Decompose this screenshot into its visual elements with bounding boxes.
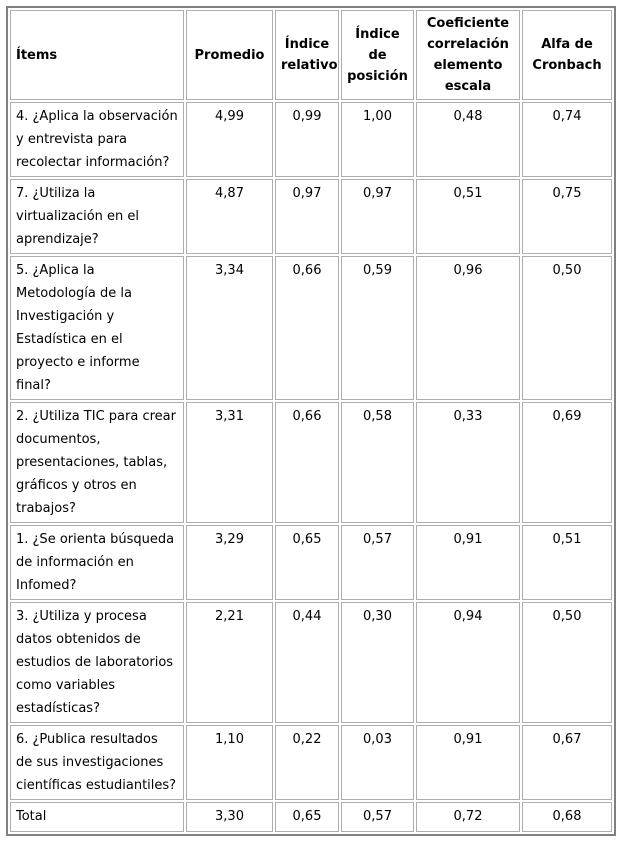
total-value: 0,72 <box>416 802 520 832</box>
cell-value: 0,66 <box>275 402 339 523</box>
item-text: 2. ¿Utiliza TIC para crear documentos, p… <box>10 402 184 523</box>
cell-value: 0,66 <box>275 256 339 400</box>
item-statistics-table: Ítems Promedio Índice relativo Índice de… <box>6 6 616 836</box>
cell-value: 3,31 <box>186 402 273 523</box>
table-row: 4. ¿Aplica la observación y entrevista p… <box>10 102 612 177</box>
cell-value: 0,97 <box>275 179 339 254</box>
table-row: 3. ¿Utiliza y procesa datos obtenidos de… <box>10 602 612 723</box>
cell-value: 0,74 <box>522 102 612 177</box>
total-row: Total 3,30 0,65 0,57 0,72 0,68 <box>10 802 612 832</box>
column-header-alfa-cronbach: Alfa de Cronbach <box>522 10 612 100</box>
cell-value: 0,30 <box>341 602 414 723</box>
cell-value: 0,65 <box>275 525 339 600</box>
cell-value: 0,51 <box>522 525 612 600</box>
cell-value: 0,50 <box>522 602 612 723</box>
cell-value: 0,57 <box>341 525 414 600</box>
cell-value: 0,97 <box>341 179 414 254</box>
total-value: 3,30 <box>186 802 273 832</box>
cell-value: 0,96 <box>416 256 520 400</box>
cell-value: 4,99 <box>186 102 273 177</box>
item-text: 5. ¿Aplica la Metodología de la Investig… <box>10 256 184 400</box>
cell-value: 3,29 <box>186 525 273 600</box>
column-header-coeficiente-correlacion: Coeficiente correlación elemento escala <box>416 10 520 100</box>
table-row: 7. ¿Utiliza la virtualización en el apre… <box>10 179 612 254</box>
column-header-items: Ítems <box>10 10 184 100</box>
table-row: 1. ¿Se orienta búsqueda de información e… <box>10 525 612 600</box>
cell-value: 0,33 <box>416 402 520 523</box>
cell-value: 4,87 <box>186 179 273 254</box>
cell-value: 0,91 <box>416 725 520 800</box>
total-value: 0,57 <box>341 802 414 832</box>
item-text: 4. ¿Aplica la observación y entrevista p… <box>10 102 184 177</box>
cell-value: 0,75 <box>522 179 612 254</box>
column-header-promedio: Promedio <box>186 10 273 100</box>
cell-value: 0,51 <box>416 179 520 254</box>
cell-value: 0,94 <box>416 602 520 723</box>
cell-value: 2,21 <box>186 602 273 723</box>
cell-value: 0,99 <box>275 102 339 177</box>
cell-value: 3,34 <box>186 256 273 400</box>
header-row: Ítems Promedio Índice relativo Índice de… <box>10 10 612 100</box>
table-row: 6. ¿Publica resultados de sus investigac… <box>10 725 612 800</box>
table-row: 5. ¿Aplica la Metodología de la Investig… <box>10 256 612 400</box>
cell-value: 1,00 <box>341 102 414 177</box>
item-text: 7. ¿Utiliza la virtualización en el apre… <box>10 179 184 254</box>
cell-value: 0,44 <box>275 602 339 723</box>
cell-value: 0,69 <box>522 402 612 523</box>
table-row: 2. ¿Utiliza TIC para crear documentos, p… <box>10 402 612 523</box>
cell-value: 0,22 <box>275 725 339 800</box>
total-value: 0,65 <box>275 802 339 832</box>
cell-value: 1,10 <box>186 725 273 800</box>
cell-value: 0,50 <box>522 256 612 400</box>
total-value: 0,68 <box>522 802 612 832</box>
item-text: 1. ¿Se orienta búsqueda de información e… <box>10 525 184 600</box>
cell-value: 0,48 <box>416 102 520 177</box>
cell-value: 0,59 <box>341 256 414 400</box>
column-header-indice-posicion: Índice de posición <box>341 10 414 100</box>
item-text: 6. ¿Publica resultados de sus investigac… <box>10 725 184 800</box>
cell-value: 0,03 <box>341 725 414 800</box>
cell-value: 0,67 <box>522 725 612 800</box>
cell-value: 0,58 <box>341 402 414 523</box>
item-text: 3. ¿Utiliza y procesa datos obtenidos de… <box>10 602 184 723</box>
column-header-indice-relativo: Índice relativo <box>275 10 339 100</box>
cell-value: 0,91 <box>416 525 520 600</box>
total-label: Total <box>10 802 184 832</box>
